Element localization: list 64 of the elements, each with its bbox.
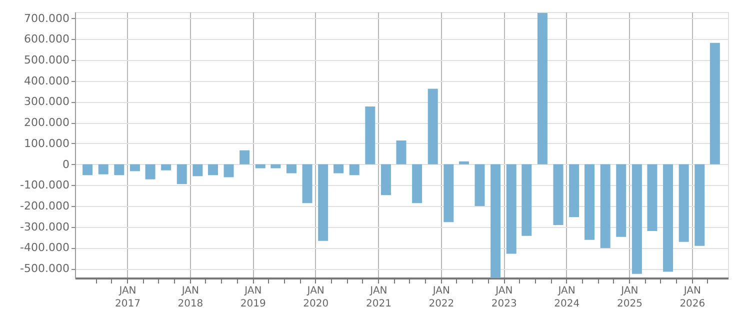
y-tick-label: 200.000 [24, 116, 70, 130]
bar [616, 164, 626, 237]
bar [98, 164, 108, 174]
x-tick-label: JAN 2018 [178, 286, 204, 310]
bar [161, 164, 172, 170]
bar [490, 164, 501, 278]
bar [302, 164, 312, 204]
bar [192, 164, 203, 176]
x-tick-label: JAN 2019 [240, 286, 266, 310]
bar [82, 164, 93, 176]
x-tick-label: JAN 2020 [303, 286, 329, 310]
bar [255, 164, 266, 168]
bar [694, 164, 705, 246]
y-tick-label: -300.000 [20, 220, 70, 234]
y-tick-label: 600.000 [24, 32, 70, 46]
x-tick-label: JAN 2024 [554, 286, 580, 310]
bar [270, 164, 281, 168]
bar [710, 42, 720, 164]
bar [537, 13, 548, 164]
bar [522, 164, 532, 236]
bar [130, 164, 140, 172]
y-tick-label: -400.000 [20, 241, 70, 254]
bar [584, 164, 595, 240]
bar [474, 164, 485, 206]
x-tick-label: JAN 2021 [366, 286, 392, 310]
y-tick-label: 0 [62, 158, 70, 171]
bar [458, 161, 469, 164]
bar [412, 164, 422, 204]
bar [286, 164, 296, 174]
bar [208, 164, 218, 176]
x-tick-label: JAN 2022 [428, 286, 454, 310]
bar [506, 164, 516, 254]
x-tick-label: JAN 2026 [680, 286, 706, 310]
bar [114, 164, 124, 176]
bar [569, 164, 580, 218]
bar [632, 164, 642, 274]
y-tick-label: -100.000 [20, 178, 70, 192]
bar [678, 164, 689, 242]
y-tick-label: 700.000 [24, 12, 70, 25]
bar [600, 164, 610, 248]
bar [349, 164, 360, 176]
bar [240, 150, 250, 164]
bar [365, 106, 376, 164]
y-tick-label: 500.000 [24, 53, 70, 66]
y-tick-label: -200.000 [20, 200, 70, 213]
bar [176, 164, 187, 184]
y-tick-label: -500.000 [20, 262, 70, 276]
bar [224, 164, 234, 178]
x-tick-label: JAN 2025 [616, 286, 642, 310]
bar [334, 164, 344, 174]
bar [553, 164, 564, 226]
x-tick-label: JAN 2023 [491, 286, 517, 310]
bar [428, 88, 438, 164]
bar [444, 164, 454, 222]
bar [380, 164, 391, 196]
y-tick-label: 100.000 [24, 136, 70, 150]
bar [145, 164, 156, 180]
x-tick-label: JAN 2017 [115, 286, 140, 310]
y-tick-label: 400.000 [24, 74, 70, 88]
y-tick-label: 300.000 [24, 95, 70, 108]
bar [663, 164, 674, 272]
bar [318, 164, 328, 241]
bar [647, 164, 658, 232]
bar [396, 140, 406, 164]
